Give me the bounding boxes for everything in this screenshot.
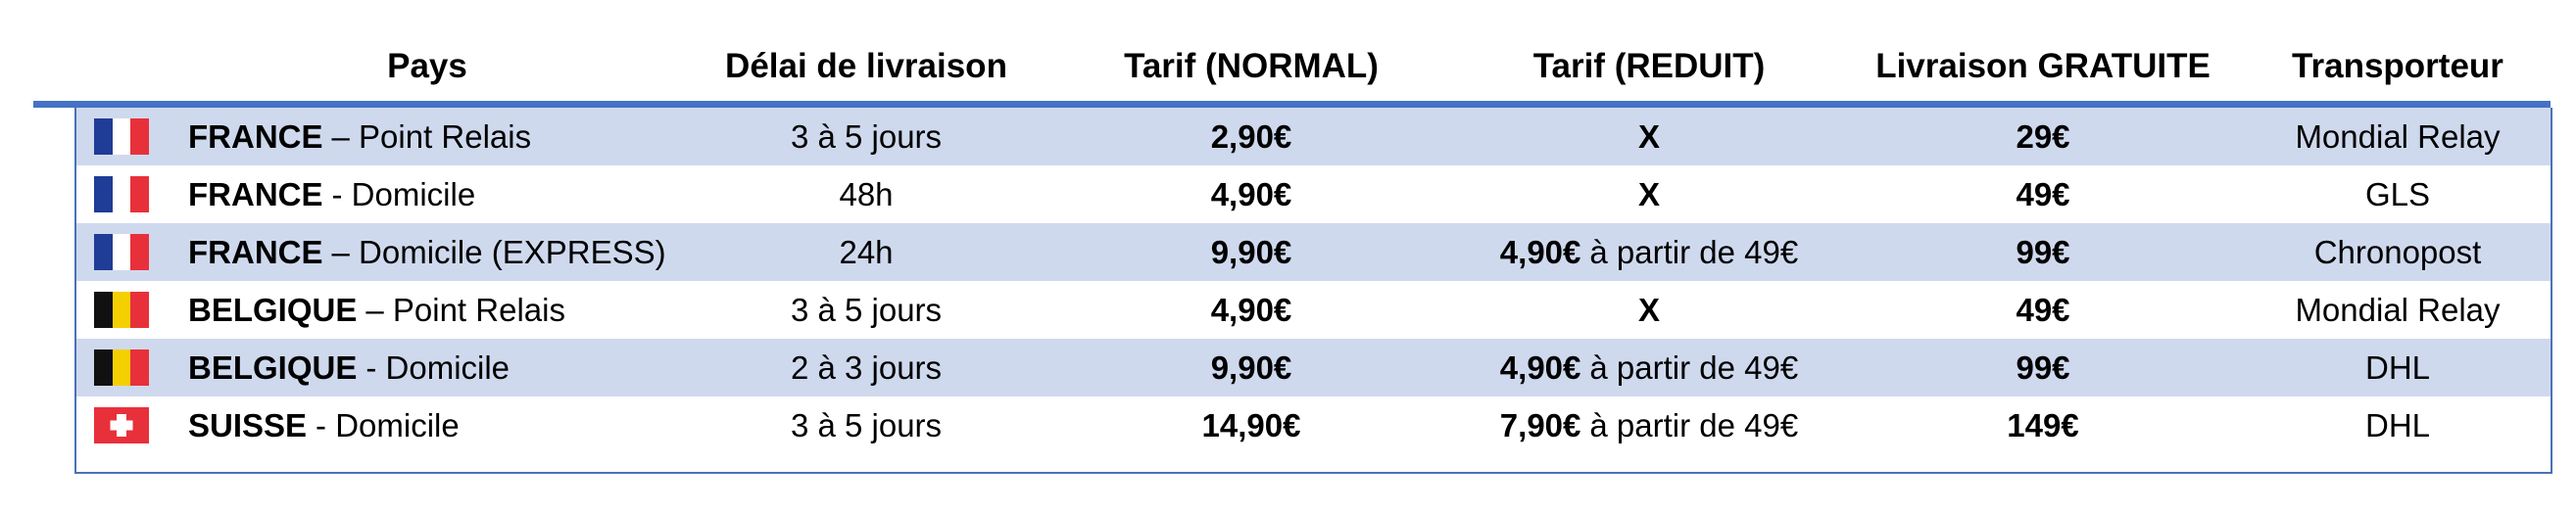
normal: 14,90€ [1201, 407, 1301, 443]
reduit-cell: 4,90€ à partir de 49€ [1424, 223, 1874, 281]
reduit-note: à partir de 49€ [1589, 234, 1799, 270]
delai-cell: 24h [839, 234, 894, 270]
flag [94, 234, 150, 270]
country-cell: BELGIQUE - Domicile [188, 339, 510, 396]
delai-cell: 2 à 3 jours [790, 349, 943, 386]
transporteur-cell: GLS [2364, 176, 2431, 212]
table-row: BELGIQUE - Domicile 2 à 3 jours 9,90€ 4,90€ à… [76, 339, 2551, 396]
table-row: BELGIQUE – Point Relais 3 à 5 jours 4,90€ X 4… [76, 281, 2551, 339]
reduit-note: à partir de 49€ [1589, 349, 1799, 386]
gratuite-cell: 49€ [1827, 165, 2259, 223]
transporteur-cell: Mondial Relay [2295, 292, 2501, 328]
normal: 9,90€ [1210, 234, 1292, 270]
country: BELGIQUE [188, 349, 358, 386]
normal: 4,90€ [1210, 176, 1292, 212]
country-cell: FRANCE – Domicile (EXPRESS) [188, 223, 666, 281]
header-cell: Livraison GRATUITE [1875, 47, 2211, 85]
delivery-mode: – Point Relais [331, 118, 532, 155]
header-cell: Tarif (REDUIT) [1532, 47, 1766, 85]
delivery-mode: – Domicile (EXPRESS) [331, 234, 666, 270]
flag [94, 118, 150, 155]
reduit: 4,90€ [1499, 349, 1581, 386]
header-cell: Transporteur [2292, 47, 2503, 85]
gratuite: 49€ [2016, 292, 2070, 328]
country-cell: FRANCE – Point Relais [188, 108, 531, 165]
reduit-cell: X [1424, 281, 1874, 339]
country: FRANCE [188, 118, 323, 155]
delai-cell: 3 à 5 jours [790, 292, 943, 328]
reduit-cell: 7,90€ à partir de 49€ [1424, 396, 1874, 454]
flag [94, 292, 150, 328]
country: FRANCE [188, 234, 323, 270]
reduit: X [1637, 176, 1660, 212]
header-cell: Délai de livraison [725, 47, 1007, 85]
delai-cell: 3 à 5 jours [790, 118, 943, 155]
delivery-mode: - Domicile [331, 176, 476, 212]
reduit-cell: X [1424, 108, 1874, 165]
normal-cell: 4,90€ [1055, 165, 1447, 223]
normal-cell: 9,90€ [1055, 223, 1447, 281]
transporteur-cell: DHL [2364, 349, 2431, 386]
gratuite-cell: 149€ [1827, 396, 2259, 454]
transporteur-cell: Chronopost [2313, 234, 2482, 270]
normal: 2,90€ [1210, 118, 1292, 155]
gratuite-cell: 29€ [1827, 108, 2259, 165]
table-row: SUISSE - Domicile 3 à 5 jours 14,90€ 7,90€ à … [76, 396, 2551, 454]
reduit-note: à partir de 49€ [1589, 407, 1799, 443]
gratuite: 49€ [2016, 176, 2070, 212]
delivery-mode: – Point Relais [365, 292, 565, 328]
reduit: X [1637, 292, 1660, 328]
flag [94, 349, 150, 386]
delai-cell: 3 à 5 jours [790, 407, 943, 443]
reduit-cell: 4,90€ à partir de 49€ [1424, 339, 1874, 396]
country: SUISSE [188, 407, 308, 443]
normal-cell: 2,90€ [1055, 108, 1447, 165]
gratuite-cell: 49€ [1827, 281, 2259, 339]
table-row: FRANCE – Point Relais 3 à 5 jours 2,90€ X 29€… [76, 108, 2551, 165]
table-row: FRANCE – Domicile (EXPRESS) 24h 9,90€ 4,90€ à… [76, 223, 2551, 281]
reduit: X [1637, 118, 1660, 155]
header-cell: Pays [387, 47, 467, 85]
country-cell: FRANCE - Domicile [188, 165, 475, 223]
gratuite: 29€ [2016, 118, 2070, 155]
gratuite: 99€ [2016, 349, 2070, 386]
delivery-mode: - Domicile [316, 407, 460, 443]
transporteur-cell: Mondial Relay [2295, 118, 2501, 155]
delivery-mode: - Domicile [365, 349, 510, 386]
header-cell: Tarif (NORMAL) [1124, 47, 1379, 85]
flag [94, 176, 150, 212]
gratuite: 149€ [2007, 407, 2079, 443]
reduit: 4,90€ [1499, 234, 1581, 270]
gratuite-cell: 99€ [1827, 223, 2259, 281]
normal: 9,90€ [1210, 349, 1292, 386]
delai-cell: 48h [839, 176, 894, 212]
normal: 4,90€ [1210, 292, 1292, 328]
normal-cell: 9,90€ [1055, 339, 1447, 396]
country: FRANCE [188, 176, 323, 212]
normal-cell: 4,90€ [1055, 281, 1447, 339]
normal-cell: 14,90€ [1055, 396, 1447, 454]
table-frame [74, 108, 2552, 474]
reduit-cell: X [1424, 165, 1874, 223]
header-rule [33, 101, 2551, 108]
country: BELGIQUE [188, 292, 358, 328]
gratuite-cell: 99€ [1827, 339, 2259, 396]
flag [94, 407, 149, 443]
gratuite: 99€ [2016, 234, 2070, 270]
reduit: 7,90€ [1499, 407, 1581, 443]
country-cell: BELGIQUE – Point Relais [188, 281, 565, 339]
country-cell: SUISSE - Domicile [188, 396, 460, 454]
table-row: FRANCE - Domicile 48h 4,90€ X 49€ GLS [76, 165, 2551, 223]
transporteur-cell: DHL [2364, 407, 2431, 443]
